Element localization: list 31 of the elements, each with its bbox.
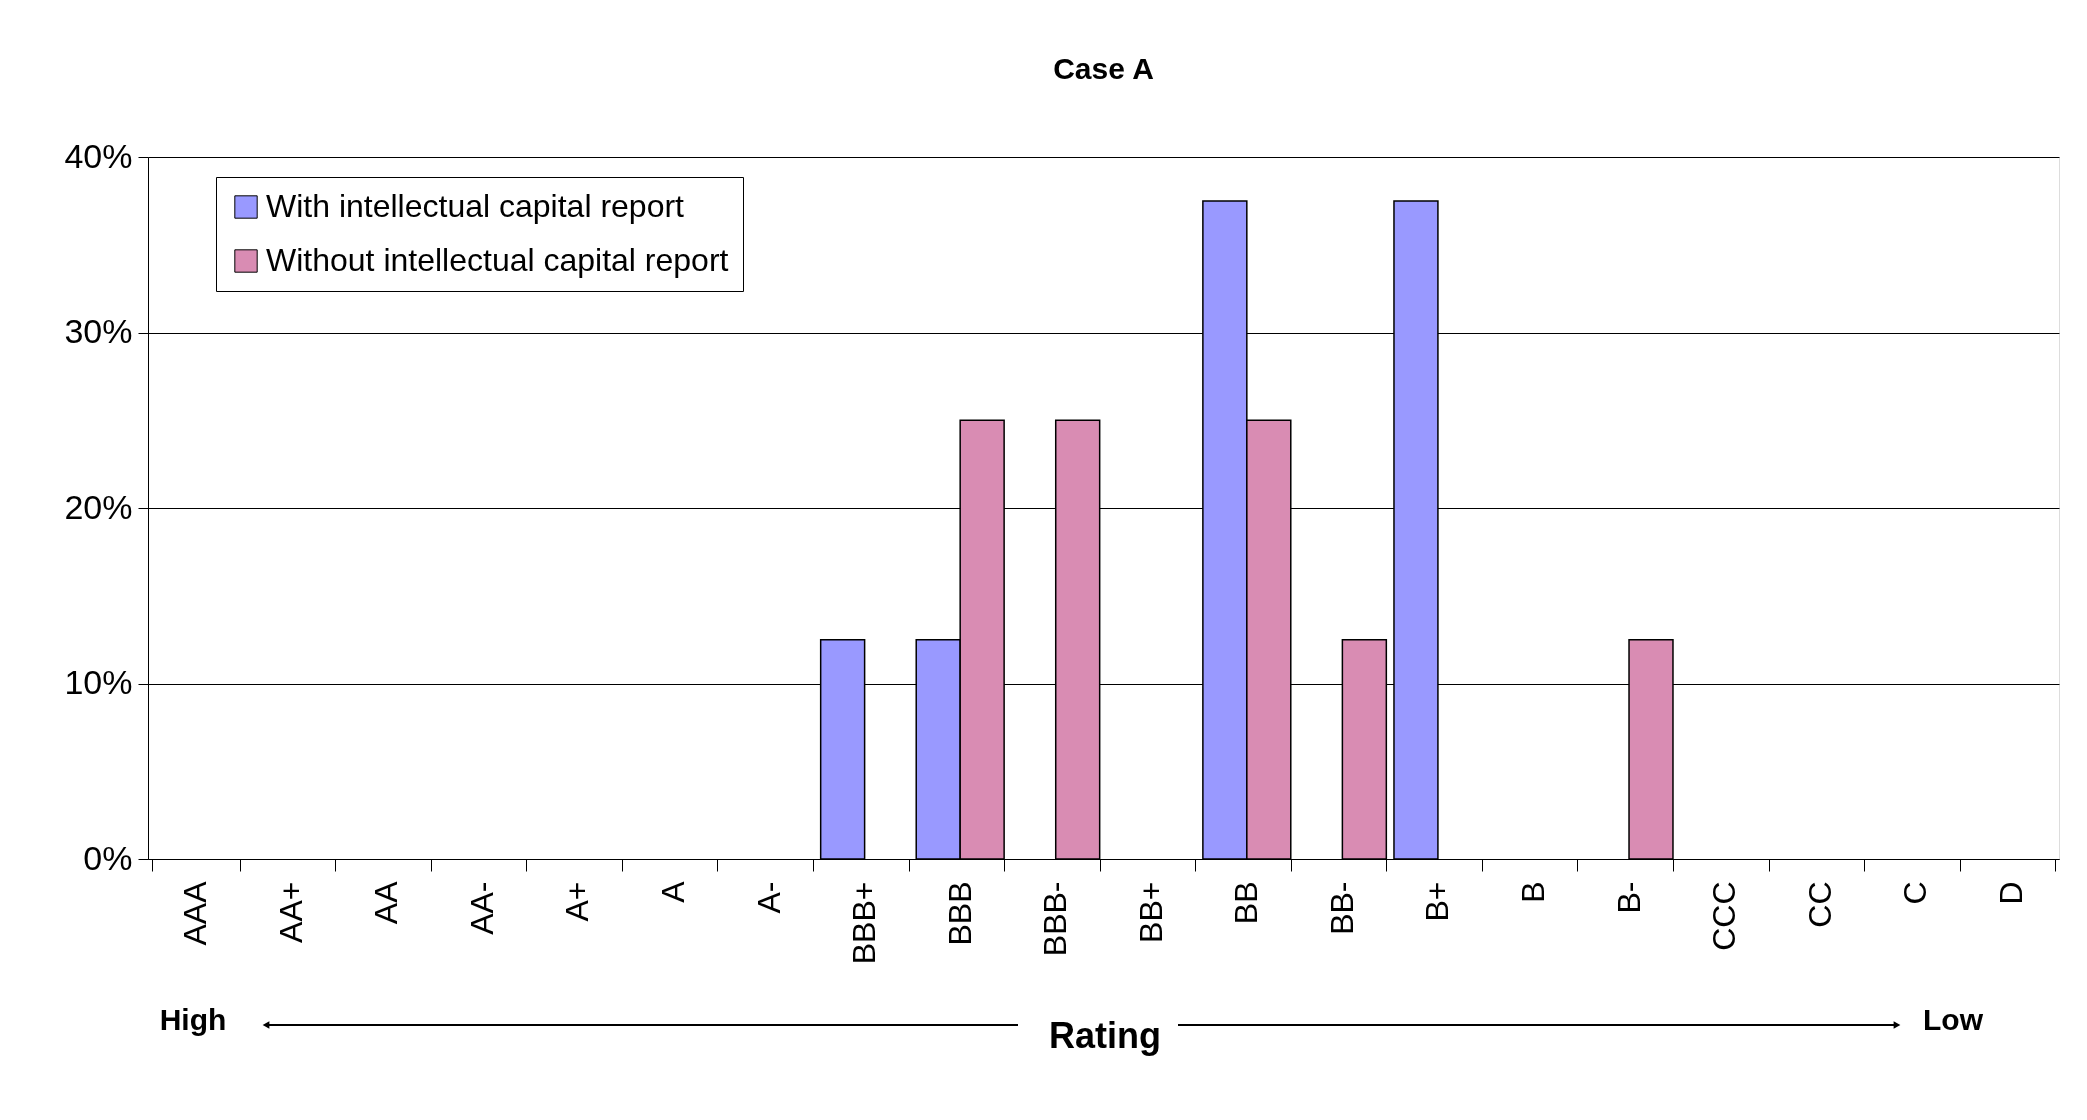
x-axis-title: Rating [1049, 1015, 1161, 1056]
y-tick-label: 30% [64, 312, 133, 350]
x-tick-label: AA [368, 880, 405, 925]
y-tick-label: 20% [64, 487, 133, 526]
x-tick-label: B [1514, 881, 1551, 903]
x-tick-label: A [655, 880, 692, 903]
x-tick-label: CC [1801, 881, 1838, 928]
text: High [159, 1003, 227, 1036]
x-tick-label: B+ [1419, 881, 1456, 922]
x-tick-label: BBB- [1037, 881, 1074, 957]
x-tick-label: A- [750, 881, 787, 914]
legend-label: With intellectual capital report [266, 188, 685, 224]
chart-title: Case A [1053, 52, 1154, 85]
x-tick-label: AAA [177, 880, 214, 946]
x-tick-label: BB+ [1132, 881, 1169, 943]
x-tick-label: C [1897, 881, 1934, 905]
y-tick-label: 10% [64, 663, 133, 701]
x-tick-label: AA- [463, 881, 500, 935]
x-tick-label: CCC [1706, 881, 1743, 951]
x-tick-label: B- [1610, 881, 1647, 914]
x-tick-label: BB [1228, 881, 1265, 925]
x-tick-label: BBB+ [846, 881, 883, 965]
y-tick-label: 40% [64, 136, 133, 175]
legend-label: Without intellectual capital report [266, 242, 729, 278]
x-tick-label: BBB [941, 881, 978, 946]
x-tick-label: BB- [1323, 881, 1360, 935]
y-tick-label: 0% [83, 838, 133, 877]
x-tick-label: A+ [559, 881, 596, 922]
x-tick-label: AA+ [272, 881, 309, 943]
text: Low [1923, 1003, 1984, 1036]
x-tick-label: D [1992, 881, 2029, 905]
